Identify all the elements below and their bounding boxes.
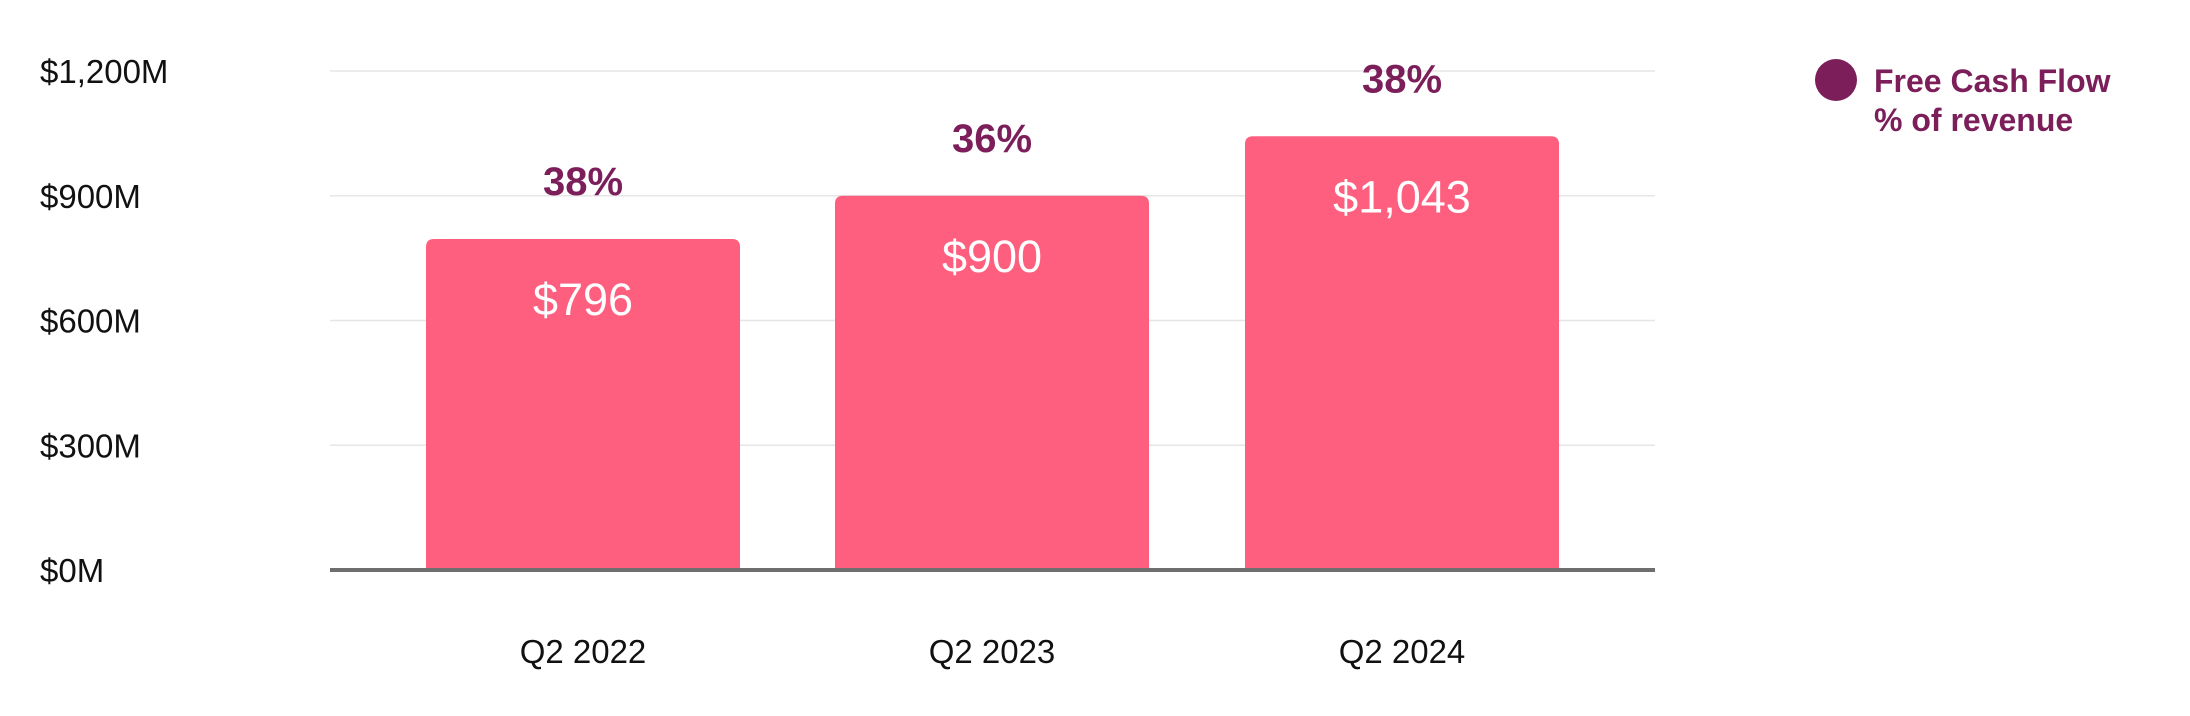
x-axis-ticks: Q2 2022 Q2 2023 Q2 2024 — [520, 633, 1466, 670]
y-tick-label: $900M — [40, 178, 141, 215]
percent-labels: 38% 36% 38% — [543, 57, 1442, 204]
percent-of-revenue-label: 38% — [1362, 57, 1442, 101]
y-tick-label: $300M — [40, 427, 141, 464]
bar — [1245, 136, 1559, 570]
y-axis-ticks: $0M $300M $600M $900M $1,200M — [40, 53, 168, 589]
percent-of-revenue-label: 38% — [543, 160, 623, 204]
y-tick-label: $600M — [40, 303, 141, 340]
bars — [426, 136, 1559, 570]
legend-marker-icon — [1815, 59, 1857, 101]
bar-value-labels: $796 $900 $1,043 — [533, 171, 1471, 325]
percent-of-revenue-label: 36% — [952, 117, 1032, 161]
y-tick-label: $0M — [40, 552, 104, 589]
bar — [835, 195, 1149, 570]
x-tick-label: Q2 2023 — [929, 633, 1056, 670]
bar-value-label: $796 — [533, 274, 633, 325]
legend: Free Cash Flow % of revenue — [1815, 59, 2111, 138]
legend-label-series: Free Cash Flow — [1874, 63, 2111, 99]
y-tick-label: $1,200M — [40, 53, 168, 90]
bar-value-label: $1,043 — [1333, 171, 1471, 222]
bar-value-label: $900 — [942, 231, 1042, 282]
x-tick-label: Q2 2024 — [1339, 633, 1466, 670]
legend-label-secondary: % of revenue — [1874, 102, 2073, 138]
x-tick-label: Q2 2022 — [520, 633, 647, 670]
bar — [426, 238, 740, 570]
